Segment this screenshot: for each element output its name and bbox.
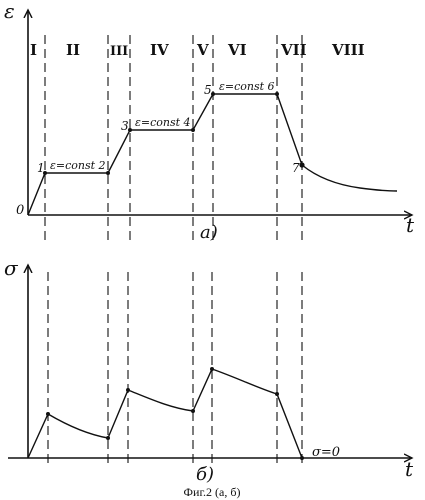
stage-label: IV	[150, 41, 169, 59]
stage-label: VI	[227, 41, 247, 59]
a-annotation-const-4: ε=const 4	[135, 116, 191, 129]
stage-label: II	[66, 41, 80, 59]
a-x-axis-label: t	[406, 213, 415, 237]
stage-label: VIII	[331, 41, 365, 59]
b-end-label: σ=0	[312, 445, 340, 460]
panel-a: ε t 0 a) I II III IV V VI VII VIII 1 3	[4, 0, 415, 243]
a-point-6	[275, 92, 279, 96]
stage-label: VII	[280, 41, 307, 59]
a-point-7	[299, 162, 304, 167]
a-point-label: 7	[292, 161, 300, 175]
b-sublabel: б)	[196, 464, 214, 485]
stage-label: III	[110, 44, 128, 59]
a-annotation-const-6: ε=const 6	[219, 80, 275, 93]
panel-b: σ t б) σ=0	[4, 256, 414, 485]
b-trough-3	[275, 392, 279, 396]
a-origin-label: 0	[16, 203, 24, 218]
b-trough-1	[106, 436, 110, 440]
b-peak-2	[126, 388, 130, 392]
b-x-axis-label: t	[405, 457, 414, 481]
a-point-4	[191, 128, 195, 132]
b-peak-3	[210, 367, 214, 371]
b-y-axis-label: σ	[4, 256, 19, 280]
b-zero-point	[300, 456, 304, 460]
a-y-axis-label: ε	[4, 0, 15, 23]
a-point-label: 3	[121, 119, 129, 133]
a-point-2	[106, 171, 110, 175]
a-point-label: 5	[204, 83, 212, 97]
stage-label: I	[30, 41, 37, 59]
a-point-label: 1	[37, 161, 45, 175]
a-annotation-const-2: ε=const 2	[50, 159, 106, 172]
b-trough-2	[191, 409, 195, 413]
figure-caption: Фиг.2 (а, б)	[184, 485, 241, 499]
stage-label: V	[196, 41, 209, 59]
b-stress-curve	[28, 369, 302, 458]
b-peak-1	[46, 412, 50, 416]
a-sublabel: a)	[200, 222, 218, 243]
